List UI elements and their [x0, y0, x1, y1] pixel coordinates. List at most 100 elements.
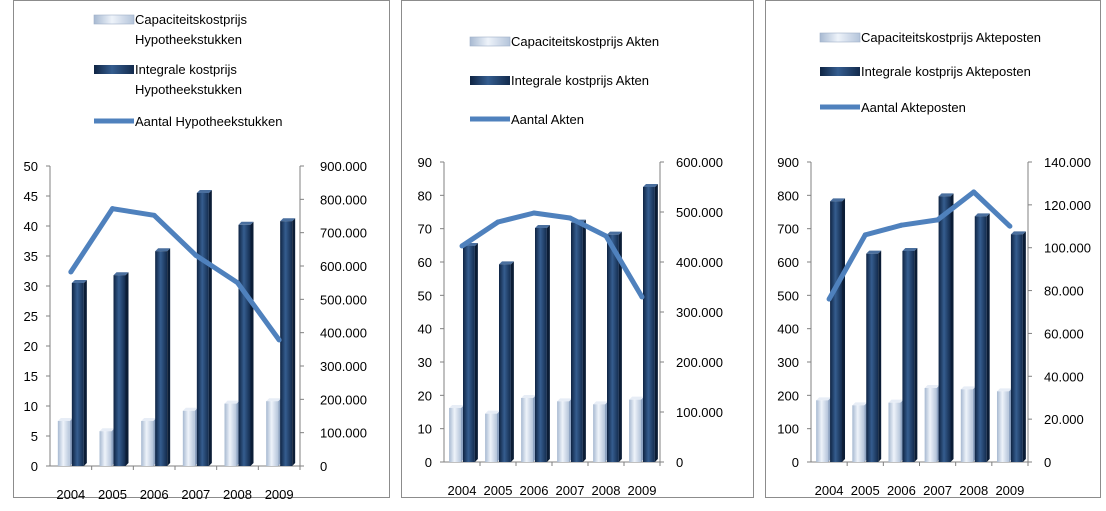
right-tick-label: 0 [676, 455, 683, 470]
capacity-bar-top [266, 398, 282, 402]
capacity-bar [960, 389, 973, 462]
capacity-bar [57, 421, 70, 466]
right-tick-label: 140.000 [1044, 155, 1091, 170]
legend-label: Aantal Hypotheekstukken [135, 114, 282, 129]
right-tick-label: 400.000 [676, 255, 723, 270]
right-tick-label: 40.000 [1044, 369, 1084, 384]
integral-bar-top [643, 184, 658, 187]
capacity-bar-top [924, 385, 940, 388]
legend-swatch-integral [820, 67, 860, 76]
chart-panel-akteposten: 0 100 200 300 400 500 600 700 800 900 0 20.000 40.00… [765, 0, 1101, 498]
right-tick-label: 600.000 [676, 155, 723, 170]
category-label: 2008 [592, 483, 621, 498]
integral-bar [830, 201, 843, 463]
left-tick-label: 90 [418, 155, 432, 170]
capacity-bar-top [521, 395, 536, 398]
line-series-point [110, 206, 115, 212]
capacity-bar [629, 399, 641, 462]
right-tick-label: 200.000 [676, 355, 723, 370]
line-series-point [531, 210, 537, 216]
capacity-bar-top [996, 388, 1012, 392]
line-series-point [639, 294, 645, 300]
capacity-bar [141, 421, 154, 466]
line-series-path [460, 210, 645, 299]
legend-label: Integrale kostprijs Akteposten [861, 64, 1031, 79]
right-tick-label: 60.000 [1044, 326, 1084, 341]
integral-bar-top [113, 272, 129, 276]
right-tick-label: 0 [320, 459, 327, 474]
legend-label: Capaciteitskostprijs [135, 12, 247, 27]
right-tick-label: 100.000 [1044, 241, 1091, 256]
integral-bar-top [1010, 231, 1026, 235]
line-series-path [826, 189, 1012, 301]
right-tick-label: 300.000 [320, 359, 367, 374]
integral-bar-side [950, 193, 954, 463]
right-tick-label: 80.000 [1044, 284, 1084, 299]
left-tick-label: 15 [24, 369, 38, 384]
integral-bar-side [986, 213, 990, 462]
integral-bar [535, 228, 547, 462]
line-series-point [495, 219, 501, 225]
category-label: 2007 [923, 483, 952, 498]
line-series-point [1007, 223, 1013, 229]
integral-bar [607, 234, 619, 462]
category-label: 2006 [140, 487, 169, 502]
legend-swatch-capacity [469, 36, 511, 47]
integral-bar-side [842, 198, 846, 463]
left-tick-label: 900 [777, 155, 799, 170]
capacity-bar-top [485, 410, 500, 414]
left-tick-label: 0 [425, 455, 432, 470]
integral-bar-side [654, 184, 658, 462]
integral-bar [71, 283, 84, 466]
integral-bar [571, 222, 583, 462]
left-tick-label: 45 [24, 189, 38, 204]
left-tick-label: 40 [418, 322, 432, 337]
integral-bar [643, 187, 655, 462]
right-tick-label: 600.000 [320, 259, 367, 274]
left-tick-label: 35 [24, 249, 38, 264]
integral-bar-top [607, 231, 622, 235]
left-tick-label: 25 [24, 309, 38, 324]
capacity-bar-top [57, 418, 73, 421]
capacity-bar [557, 401, 569, 462]
left-tick-label: 100 [777, 422, 799, 437]
right-tick-label: 0 [1044, 455, 1051, 470]
capacity-bar [996, 391, 1009, 462]
left-tick-label: 400 [777, 322, 799, 337]
line-series-point [898, 222, 904, 228]
category-label: 2005 [98, 487, 127, 502]
left-tick-label: 30 [24, 279, 38, 294]
integral-bar-side [510, 261, 514, 462]
capacity-bar [888, 402, 901, 462]
capacity-bar [99, 431, 112, 466]
capacity-bar-top [182, 407, 198, 411]
line-series-point [935, 217, 941, 223]
right-tick-label: 700.000 [320, 226, 367, 241]
capacity-bar [593, 404, 605, 462]
left-tick-label: 80 [418, 188, 432, 203]
left-tick-label: 10 [418, 422, 432, 437]
integral-bar-top [196, 190, 212, 193]
integral-bar [1010, 234, 1023, 462]
left-tick-label: 50 [418, 288, 432, 303]
left-tick-label: 40 [24, 219, 38, 234]
line-series-point [862, 232, 868, 238]
chart-panel-hypotheekstukken: 0 5 10 15 20 25 30 35 40 45 50 0 100.000 200.000 300.0… [13, 0, 390, 502]
right-tick-label: 100.000 [676, 405, 723, 420]
capacity-bar [924, 388, 937, 462]
right-tick-label: 300.000 [676, 305, 723, 320]
capacity-bar-top [816, 397, 832, 401]
line-series-point [235, 280, 240, 286]
category-label: 2007 [181, 487, 210, 502]
legend-swatch-capacity [819, 32, 861, 43]
integral-bar-top [866, 250, 882, 254]
left-tick-label: 600 [777, 255, 799, 270]
category-label: 2008 [223, 487, 252, 502]
integral-bar-side [474, 243, 478, 462]
left-tick-label: 200 [777, 388, 799, 403]
capacity-bar [816, 400, 829, 462]
category-label: 2004 [815, 483, 844, 498]
capacity-bar [852, 405, 865, 462]
legend-swatch-integral [470, 76, 510, 85]
capacity-bar-top [852, 402, 868, 406]
